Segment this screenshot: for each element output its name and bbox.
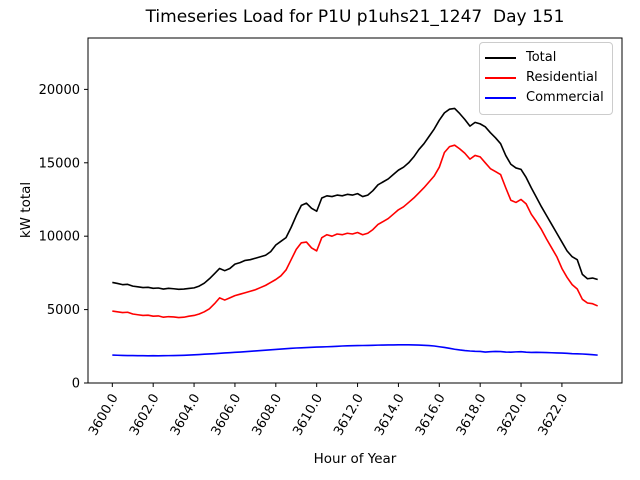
- x-tick-label: 3620.0: [495, 392, 531, 439]
- series-line-commercial: [112, 344, 598, 357]
- plot-frame: [87, 37, 623, 384]
- x-tick-label: 3614.0: [372, 392, 408, 439]
- x-tick-label: 3604.0: [168, 392, 204, 439]
- legend-entry-commercial: Commercial: [485, 88, 606, 108]
- series-line-total: [112, 107, 598, 291]
- x-tick-label: 3612.0: [331, 392, 367, 439]
- legend-label-residential: Residential: [526, 70, 598, 85]
- legend-line-sample-commercial: [485, 97, 516, 99]
- y-tick-label: 10000: [39, 230, 80, 245]
- x-tick-label: 3610.0: [290, 392, 326, 439]
- legend-label-total: Total: [526, 50, 557, 65]
- x-tick-label: 3602.0: [127, 392, 163, 439]
- x-tick-label: 3600.0: [86, 392, 122, 439]
- legend-entry-residential: Residential: [485, 68, 606, 88]
- legend: Total Residential Commercial: [479, 42, 613, 115]
- x-tick-label: 3608.0: [250, 392, 286, 439]
- x-tick-label: 3606.0: [209, 392, 245, 439]
- legend-entry-total: Total: [485, 48, 606, 68]
- x-tick-label: 3616.0: [413, 392, 449, 439]
- y-tick-label: 0: [72, 377, 80, 392]
- y-tick-label: 20000: [39, 83, 80, 98]
- chart-title: Timeseries Load for P1U p1uhs21_1247 Day…: [145, 7, 565, 27]
- legend-label-commercial: Commercial: [526, 90, 604, 105]
- x-tick-label: 3622.0: [536, 392, 572, 439]
- series-line-residential: [112, 144, 598, 319]
- y-tick-label: 15000: [39, 156, 80, 171]
- x-axis-label: Hour of Year: [313, 451, 397, 467]
- x-tick-label: 3618.0: [454, 392, 490, 439]
- legend-line-sample-residential: [485, 77, 516, 79]
- legend-line-sample-total: [485, 57, 516, 59]
- y-tick-label: 5000: [47, 303, 80, 318]
